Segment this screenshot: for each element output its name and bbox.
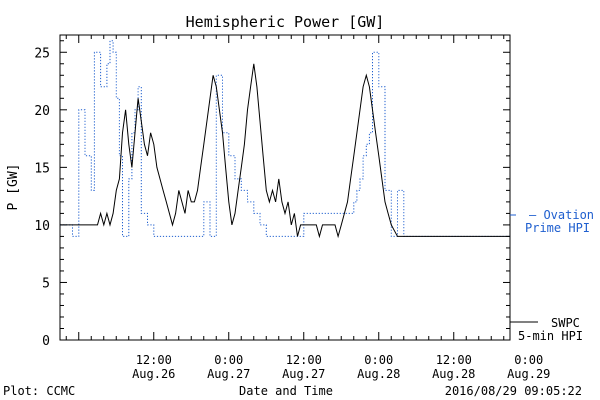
plot-area [59,34,511,341]
chart-title: Hemispheric Power [GW] [186,13,385,31]
x-tick-label-time: 0:00 [514,353,543,367]
legend-ovation-label-line2: Prime HPI [525,221,590,235]
x-tick-label-time: 0:00 [214,353,243,367]
legend-swpc-label-line1: SWPC [551,316,580,330]
y-tick-label: 0 [42,334,50,349]
x-tick-label-date: Aug.28 [432,367,475,381]
y-tick-label: 15 [34,161,50,176]
legend-swpc-label-line2: 5-min HPI [518,329,583,343]
x-tick-label-date: Aug.28 [357,367,400,381]
y-tick-label: 10 [34,219,50,234]
x-tick-label-date: Aug.27 [207,367,250,381]
series-line-swpc-5min-hpi [60,63,510,239]
x-tick-label-time: 12:00 [286,353,322,367]
legend-ovation-label-line1: — Ovation [529,208,594,222]
y-tick-label: 25 [34,46,50,61]
y-tick-label: 20 [34,104,50,119]
x-axis-label: Date and Time [239,384,333,398]
x-tick-label-time: 12:00 [136,353,172,367]
series-line-ovation-prime-hpi [60,40,510,237]
y-tick-label: 5 [42,276,50,291]
x-tick-label-time: 12:00 [436,353,472,367]
x-tick-label-date: Aug.26 [132,367,175,381]
y-axis-label: P [GW] [6,164,21,211]
x-tick-label-date: Aug.27 [282,367,325,381]
x-tick-label-time: 0:00 [364,353,393,367]
footer-timestamp: 2016/08/29 09:05:22 [445,384,582,398]
footer-plot-credit: Plot: CCMC [3,384,75,398]
x-tick-label-date: Aug.29 [507,367,550,381]
